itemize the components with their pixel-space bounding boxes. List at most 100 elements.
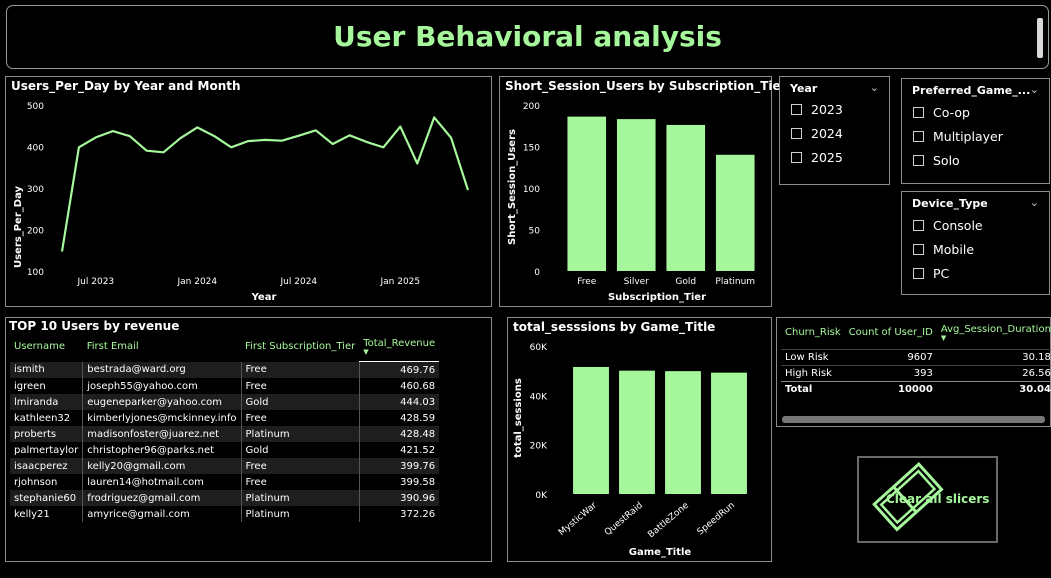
table-cell: ismith (10, 362, 83, 379)
column-header-revenue[interactable]: Total_Revenue ▼ (359, 336, 439, 362)
year-option-2024[interactable]: 2024 (791, 126, 843, 141)
x-tick-label: Jul 2024 (280, 277, 318, 287)
dashboard-title-banner: User Behavioral analysis (6, 5, 1049, 69)
table-row[interactable]: igreen joseph55@yahoo.com Free 460.68 (10, 378, 439, 394)
sessions-chart-y-axis-label: total_sessions (513, 378, 524, 458)
top-users-table-body: ismith bestrada@ward.org Free 469.76 igreen j… (10, 362, 439, 523)
checkbox[interactable] (913, 155, 924, 166)
column-header-count[interactable]: Count of User_ID (845, 322, 937, 350)
y-tick-label: 0 (534, 268, 540, 278)
chevron-down-icon[interactable]: ⌄ (870, 81, 879, 94)
bar-platinum (716, 155, 755, 271)
bar-free (567, 117, 606, 271)
year-option-2023[interactable]: 2023 (791, 102, 843, 117)
table-row[interactable]: palmertaylor christopher96@parks.net Gold 4… (10, 442, 439, 458)
checkbox[interactable] (913, 220, 924, 231)
x-tick-label: Jul 2023 (77, 277, 115, 287)
table-cell: lmiranda (10, 394, 83, 410)
vertical-scrollbar[interactable] (1037, 18, 1043, 58)
game-option-solo[interactable]: Solo (913, 153, 960, 168)
table-cell: igreen (10, 378, 83, 394)
x-tick-label: Free (577, 277, 597, 287)
x-tick-label: Gold (675, 277, 696, 287)
churn-risk-table-visual[interactable]: Churn_Risk Count of User_ID Avg_Session_… (776, 317, 1051, 427)
y-tick-label: 200 (27, 227, 44, 237)
bar-gold (666, 125, 705, 271)
game-option-multiplayer[interactable]: Multiplayer (913, 129, 1003, 144)
column-header-email[interactable]: First Email (83, 336, 241, 362)
table-row[interactable]: isaacperez kelly20@gmail.com Free 399.76 (10, 458, 439, 474)
horizontal-scrollbar[interactable] (782, 416, 1045, 423)
table-cell: amyrice@gmail.com (83, 506, 241, 522)
table-cell: Platinum (241, 426, 359, 442)
table-cell: madisonfoster@juarez.net (83, 426, 241, 442)
table-row[interactable]: proberts madisonfoster@juarez.net Platinum… (10, 426, 439, 442)
chevron-down-icon[interactable]: ⌄ (1030, 83, 1039, 96)
table-cell: kelly20@gmail.com (83, 458, 241, 474)
year-option-2025[interactable]: 2025 (791, 150, 843, 165)
checkbox[interactable] (913, 268, 924, 279)
table-row[interactable]: kelly21 amyrice@gmail.com Platinum 372.26 (10, 506, 439, 522)
preferred-game-slicer[interactable]: Preferred_Game_... ⌄ Co-op Multiplayer S… (901, 78, 1050, 184)
column-header-tier[interactable]: First Subscription_Tier (241, 336, 359, 362)
bar-battlezone (665, 371, 701, 494)
x-tick-label: Platinum (715, 277, 755, 287)
checkbox[interactable] (791, 152, 802, 163)
sessions-chart-svg: total_sessions Game_Title 60K40K20K0KMys… (508, 318, 771, 561)
bar-questraid (619, 371, 655, 494)
table-row[interactable]: stephanie60 frodriguez@gmail.com Platinum 3… (10, 490, 439, 506)
sessions-by-game-bar-chart[interactable]: total_sesssions by Game_Title total_sess… (507, 317, 772, 562)
chevron-down-icon[interactable]: ⌄ (1030, 196, 1039, 209)
game-option-coop[interactable]: Co-op (913, 105, 970, 120)
total-row[interactable]: Total 10000 30.04 (781, 382, 1051, 398)
table-cell: 372.26 (359, 506, 439, 522)
column-header-churn-risk[interactable]: Churn_Risk (781, 322, 845, 350)
table-row[interactable]: Low Risk 9607 30.18 (781, 350, 1051, 366)
table-cell: 428.48 (359, 426, 439, 442)
year-slicer[interactable]: Year ⌄ 2023 2024 2025 (779, 76, 890, 185)
table-cell: High Risk (781, 366, 845, 382)
line-chart-svg: Users_Per_Day Year 500 400 300 200 100 Jul 20… (6, 77, 491, 306)
table-cell: 10000 (845, 382, 937, 398)
table-row[interactable]: High Risk 393 26.56 (781, 366, 1051, 382)
users-per-day-line-chart[interactable]: Users_Per_Day by Year and Month Users_Pe… (5, 76, 492, 307)
table-cell: joseph55@yahoo.com (83, 378, 241, 394)
checkbox[interactable] (913, 107, 924, 118)
checkbox[interactable] (913, 131, 924, 142)
table-row[interactable]: ismith bestrada@ward.org Free 469.76 (10, 362, 439, 379)
table-cell: Gold (241, 394, 359, 410)
table-row[interactable]: lmiranda eugeneparker@yahoo.com Gold 444.03 (10, 394, 439, 410)
checkbox[interactable] (913, 244, 924, 255)
y-tick-label: 50 (529, 227, 541, 237)
sort-descending-icon: ▼ (363, 349, 435, 355)
y-tick-label: 100 (523, 185, 540, 195)
line-chart-y-axis-label: Users_Per_Day (13, 186, 24, 269)
column-header-username[interactable]: Username (10, 336, 83, 362)
y-tick-label: 100 (27, 268, 44, 278)
table-row[interactable]: rjohnson lauren14@hotmail.com Free 399.58 (10, 474, 439, 490)
churn-table-body: Low Risk 9607 30.18 High Risk 393 26.56 Total 1… (781, 350, 1051, 398)
table-row[interactable]: kathleen32 kimberlyjones@mckinney.info Fre… (10, 410, 439, 426)
table-cell: palmertaylor (10, 442, 83, 458)
column-header-avg-duration[interactable]: Avg_Session_Duration ▼ (937, 322, 1051, 350)
churn-risk-table: Churn_Risk Count of User_ID Avg_Session_… (781, 322, 1051, 397)
top-users-table-visual[interactable]: TOP 10 Users by revenue Username First E… (5, 317, 492, 562)
checkbox[interactable] (791, 104, 802, 115)
table-cell: 428.59 (359, 410, 439, 426)
device-option-pc[interactable]: PC (913, 266, 949, 281)
x-tick-label: BattleZone (646, 500, 691, 540)
table-cell: Platinum (241, 490, 359, 506)
table-cell: bestrada@ward.org (83, 362, 241, 379)
sessions-chart-x-axis-label: Game_Title (629, 547, 692, 558)
checkbox[interactable] (791, 128, 802, 139)
table-cell: Low Risk (781, 350, 845, 366)
device-type-slicer[interactable]: Device_Type ⌄ Console Mobile PC (901, 191, 1050, 295)
device-option-mobile[interactable]: Mobile (913, 242, 974, 257)
bar-chart-x-axis-label: Subscription_Tier (608, 292, 706, 303)
table-cell: 421.52 (359, 442, 439, 458)
y-tick-label: 150 (523, 144, 540, 154)
table-cell: rjohnson (10, 474, 83, 490)
clear-all-slicers-button[interactable]: Clear all slicers (857, 456, 998, 543)
device-option-console[interactable]: Console (913, 218, 983, 233)
short-session-bar-chart[interactable]: Short_Session_Users by Subscription_Tier… (499, 76, 772, 307)
